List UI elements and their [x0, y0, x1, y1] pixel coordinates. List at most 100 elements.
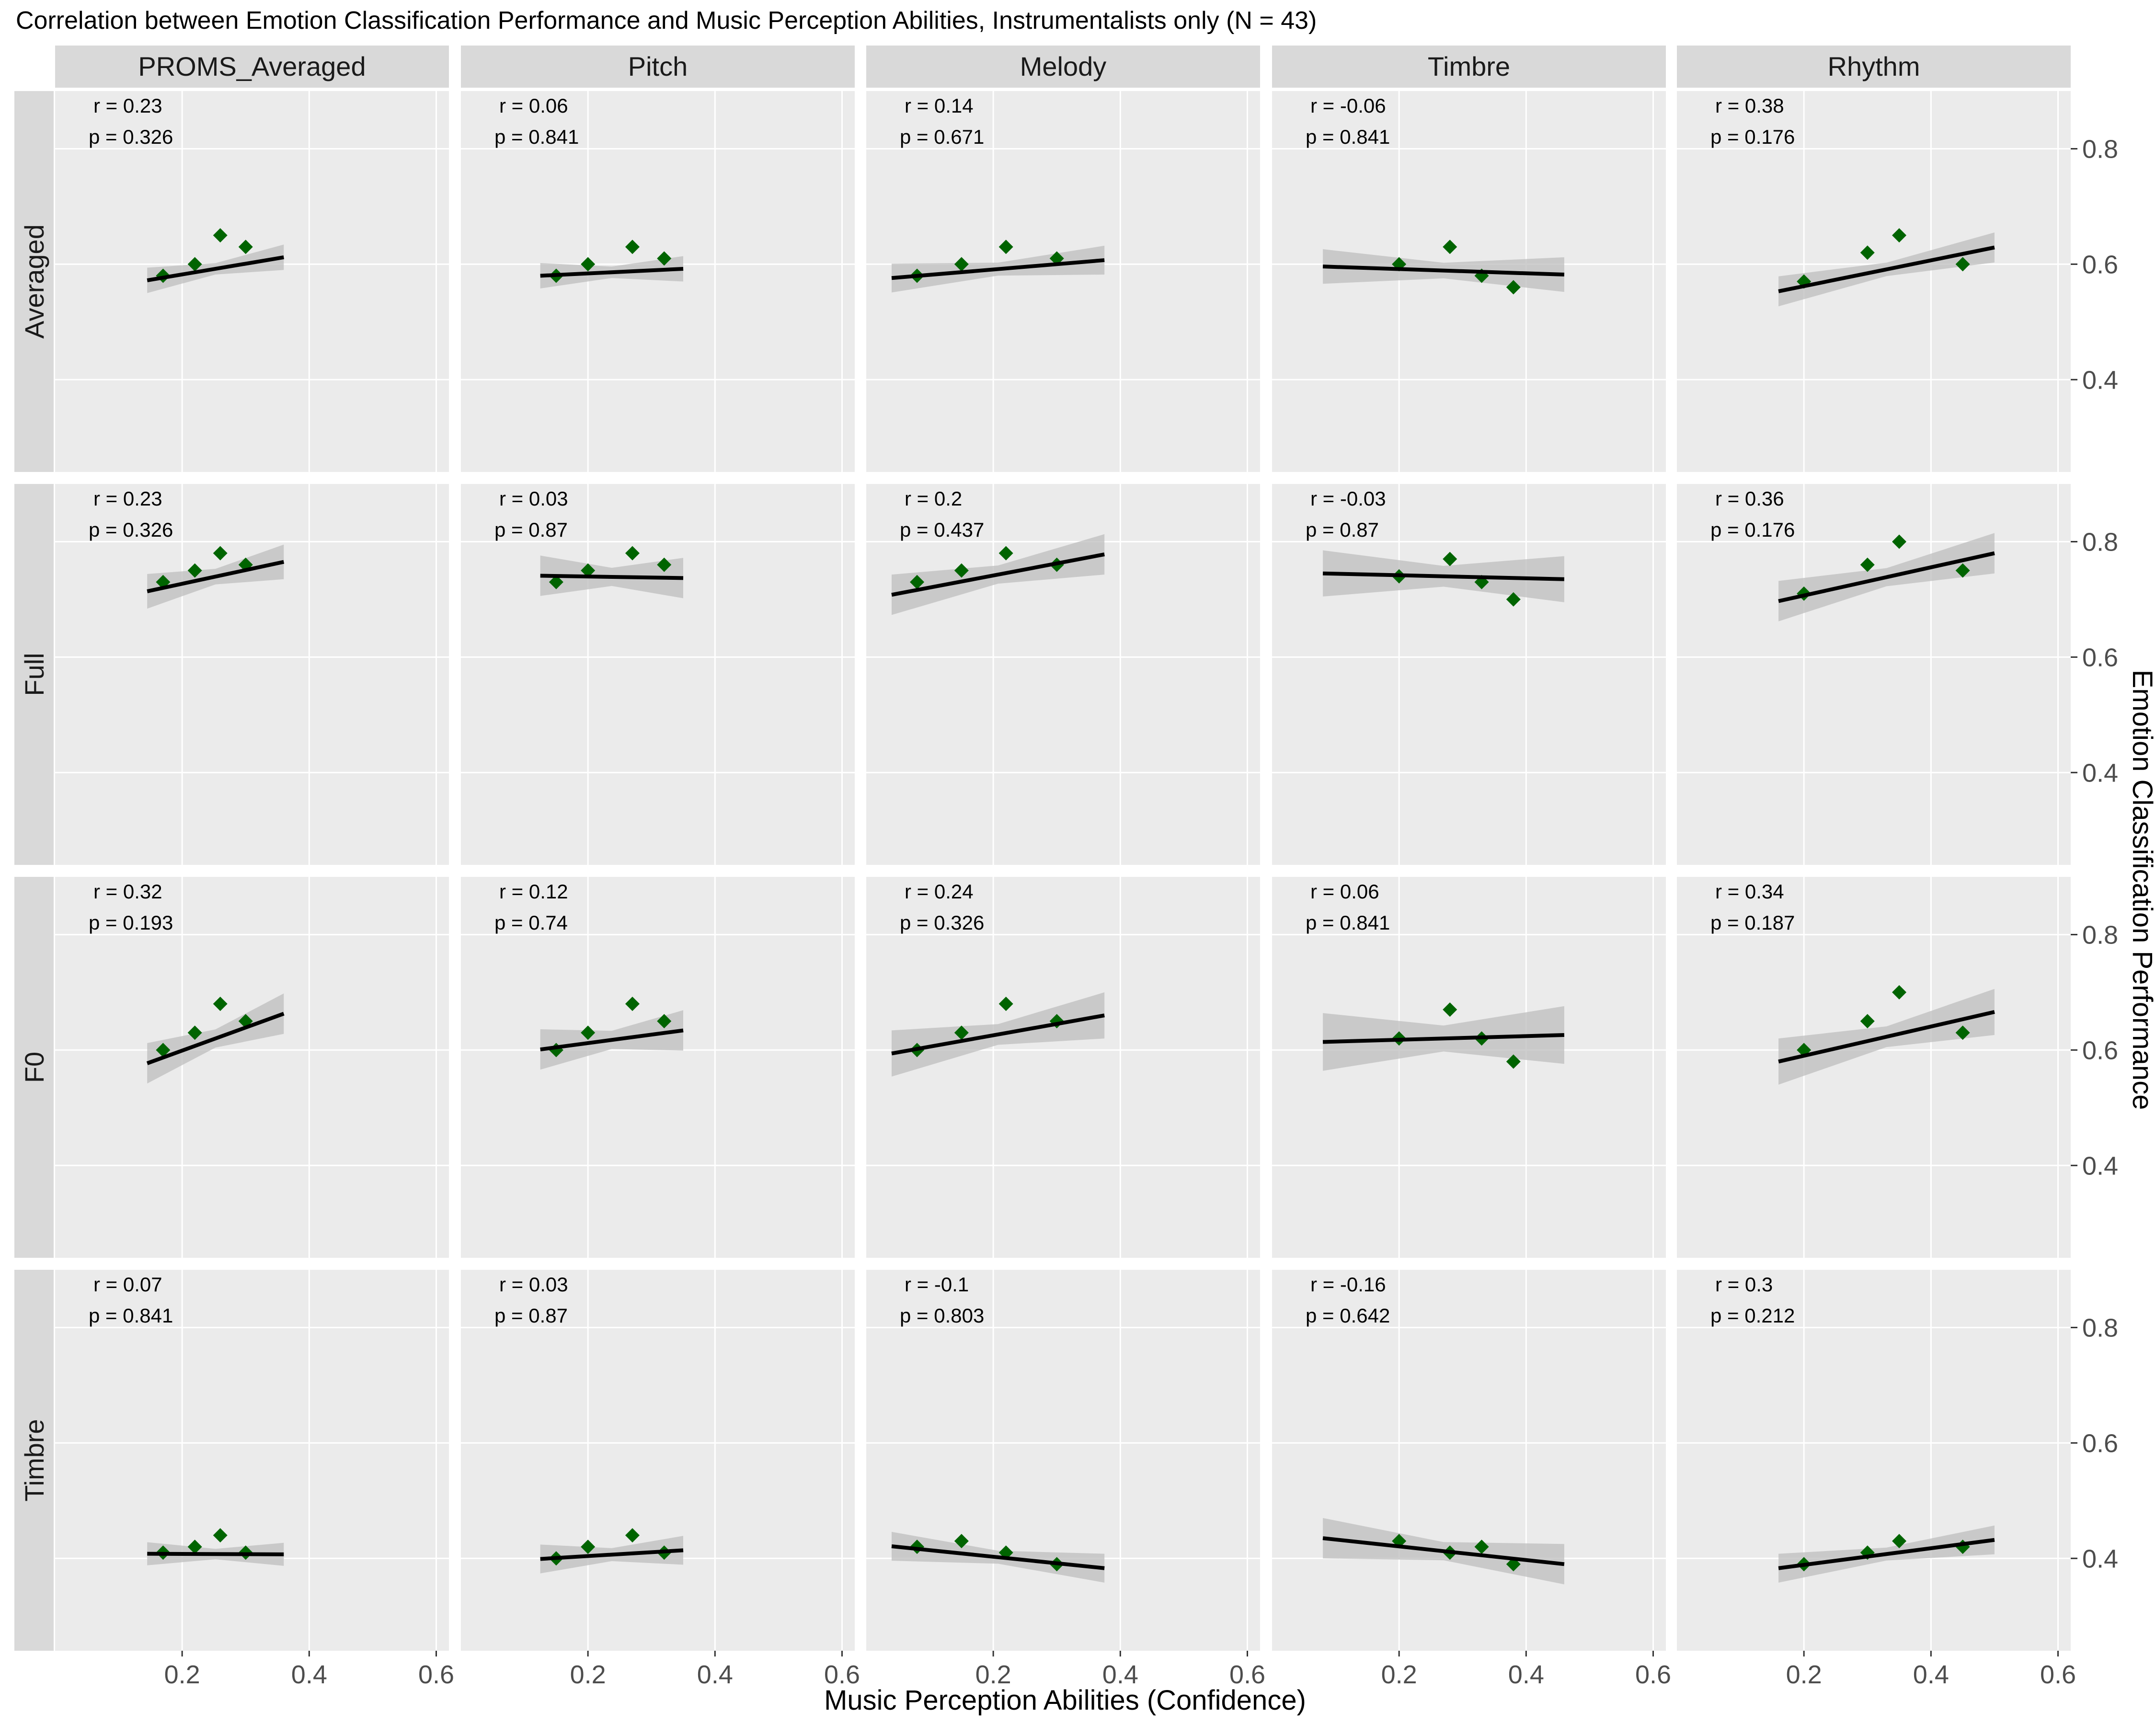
facet-grid: PROMS_Averaged Pitch Melody Timbre Rhythm Ave…	[14, 46, 2118, 1689]
stat-r-label: r = -0.16	[1310, 1273, 1386, 1296]
stat-r-label: r = 0.07	[93, 1273, 162, 1296]
column-strip	[461, 46, 855, 88]
stat-p-label: p = 0.193	[89, 911, 173, 934]
regression-line	[891, 552, 1105, 597]
facet-panel: r = 0.03 p = 0.87	[461, 484, 855, 865]
regression-line	[540, 1028, 684, 1052]
x-tick-label: 0.2	[1381, 1660, 1417, 1689]
stat-r-label: r = 0.3	[1715, 1273, 1773, 1296]
data-point	[657, 251, 672, 266]
data-point	[1892, 985, 1907, 1000]
data-point	[187, 1025, 202, 1040]
facet-panel: r = -0.1 p = 0.803	[866, 1270, 1260, 1651]
panel-background	[866, 1270, 1260, 1651]
facet-panel: r = 0.24 p = 0.326	[866, 877, 1260, 1258]
data-point	[954, 1025, 969, 1040]
column-strip-label: PROMS_Averaged	[138, 51, 366, 81]
stat-p-label: p = 0.176	[1710, 126, 1795, 148]
regression-line	[146, 1012, 285, 1065]
y-tick-label: 0.8	[2082, 920, 2118, 949]
regression-line	[891, 1013, 1105, 1056]
y-tick-label: 0.4	[2082, 759, 2118, 787]
data-point	[213, 997, 228, 1011]
facet-panel: r = 0.03 p = 0.87	[461, 1270, 855, 1651]
regression-line	[540, 267, 684, 278]
data-point	[1892, 1534, 1907, 1549]
x-tick-label: 0.4	[1508, 1660, 1544, 1689]
data-point	[625, 1528, 640, 1543]
row-strip-label: Averaged	[19, 224, 49, 339]
column-strip	[55, 46, 449, 88]
data-point	[657, 1014, 672, 1029]
facet-panel: r = -0.16 p = 0.642	[1272, 1270, 1666, 1651]
regression-line	[891, 258, 1105, 280]
data-point	[1506, 280, 1521, 295]
regression-line	[1322, 571, 1564, 581]
regression-line	[1778, 1010, 1995, 1064]
facet-panel: r = 0.38 p = 0.176	[1677, 91, 2071, 472]
stat-p-label: p = 0.437	[900, 518, 984, 541]
column-strip	[1677, 46, 2071, 88]
x-tick-label: 0.4	[291, 1660, 327, 1689]
x-tick-label: 0.6	[418, 1660, 454, 1689]
panel-background	[461, 1270, 855, 1651]
stat-r-label: r = -0.1	[905, 1273, 969, 1296]
stat-p-label: p = 0.642	[1306, 1304, 1390, 1327]
row-strip	[14, 91, 54, 472]
stat-p-label: p = 0.841	[494, 126, 579, 148]
stat-r-label: r = 0.14	[905, 94, 974, 117]
regression-line	[1778, 551, 1995, 603]
stat-p-label: p = 0.326	[89, 126, 173, 148]
stat-p-label: p = 0.87	[494, 518, 568, 541]
facet-panel: r = 0.12 p = 0.74	[461, 877, 855, 1258]
facet-panel: r = 0.07 p = 0.841	[55, 1270, 449, 1651]
y-tick-label: 0.8	[2082, 528, 2118, 556]
stat-p-label: p = 0.326	[89, 518, 173, 541]
data-point	[910, 575, 925, 589]
panel-background	[866, 877, 1260, 1258]
facet-panel: r = 0.06 p = 0.841	[461, 91, 855, 472]
regression-line	[1322, 1536, 1565, 1566]
facet-panel: r = 0.23 p = 0.326	[55, 91, 449, 472]
data-point	[1860, 557, 1875, 572]
data-point	[657, 557, 672, 572]
x-tick-label: 0.6	[2040, 1660, 2076, 1689]
stat-r-label: r = -0.03	[1310, 487, 1386, 510]
data-point	[187, 563, 202, 578]
row-strip-label: Timbre	[19, 1419, 49, 1501]
regression-line	[891, 1544, 1105, 1570]
data-point	[1443, 240, 1457, 254]
data-point	[1474, 1540, 1489, 1554]
stat-r-label: r = 0.06	[1310, 880, 1379, 903]
x-axis-title: Music Perception Abilities (Confidence)	[824, 1685, 1306, 1716]
stat-r-label: r = 0.24	[905, 880, 974, 903]
panel-background	[55, 91, 449, 472]
x-tick-label: 0.6	[1635, 1660, 1671, 1689]
data-point	[581, 563, 596, 578]
x-tick-label: 0.4	[1913, 1660, 1949, 1689]
y-tick-label: 0.4	[2082, 1151, 2118, 1180]
facet-panel: r = 0.06 p = 0.841	[1272, 877, 1666, 1258]
row-strip	[14, 877, 54, 1258]
facet-panel: r = 0.14 p = 0.671	[866, 91, 1260, 472]
panel-background	[55, 484, 449, 865]
data-point	[238, 240, 253, 254]
data-point	[1892, 534, 1907, 549]
data-point	[954, 1534, 969, 1549]
data-point	[1443, 552, 1457, 566]
data-point	[156, 1043, 171, 1058]
y-tick-label: 0.6	[2082, 250, 2118, 279]
facet-panel: r = 0.34 p = 0.187	[1677, 877, 2071, 1258]
data-point	[213, 546, 228, 561]
facet-panel: r = 0.23 p = 0.326	[55, 484, 449, 865]
data-point	[549, 575, 563, 589]
regression-line	[540, 1548, 684, 1561]
x-tick-label: 0.4	[697, 1660, 733, 1689]
stat-p-label: p = 0.87	[494, 1304, 568, 1327]
regression-line	[540, 574, 684, 580]
data-point	[998, 997, 1013, 1011]
y-tick-label: 0.4	[2082, 1544, 2118, 1573]
stat-p-label: p = 0.326	[900, 911, 984, 934]
stat-p-label: p = 0.212	[1710, 1304, 1795, 1327]
panel-background	[1677, 1270, 2071, 1651]
